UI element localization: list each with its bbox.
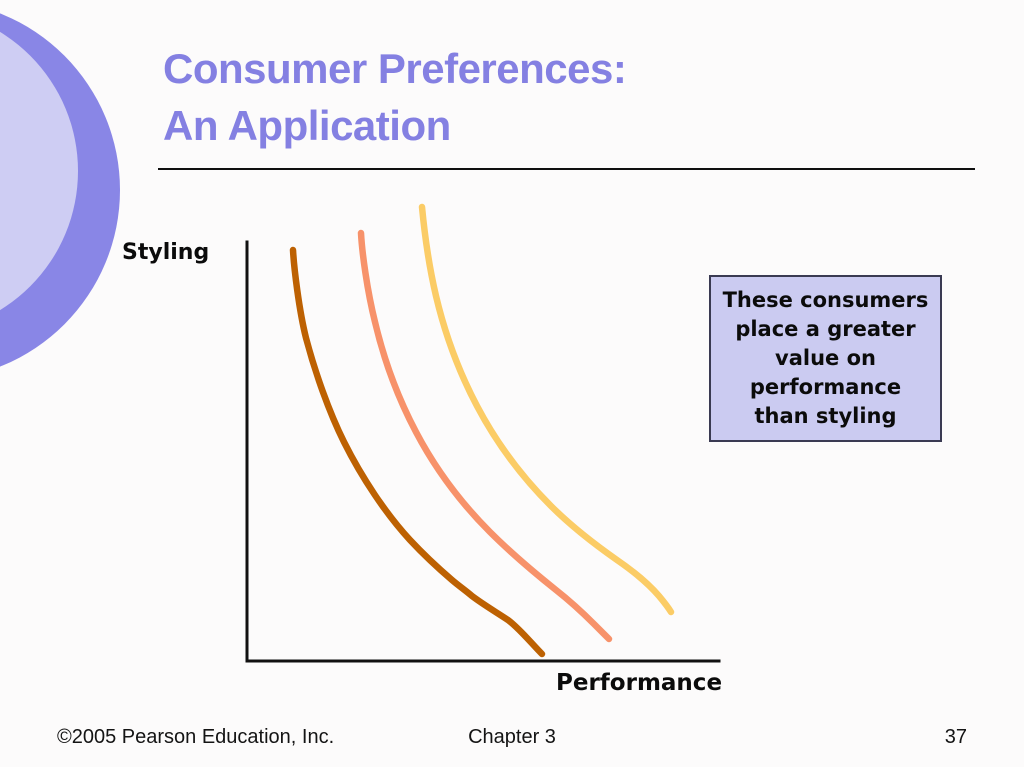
callout-line: than styling [754,404,897,428]
callout-line: value on [775,346,876,370]
callout-line: These consumers [722,288,929,312]
indifference-curve-1 [289,246,546,658]
footer-chapter: Chapter 3 [468,726,556,748]
footer-page-number: 37 [944,726,967,748]
indifference-curve-2 [357,229,613,643]
footer-copyright: ©2005 Pearson Education, Inc. [57,726,335,748]
slide-title: Consumer Preferences: An Application [163,40,993,154]
indifference-curve-3 [418,203,675,616]
title-underline [158,168,975,170]
chart-axes [245,240,721,663]
callout-box: These consumers place a greater value on… [709,275,942,442]
y-axis-label: Styling [122,240,210,265]
callout-line: place a greater [735,317,916,341]
x-axis-label: Performance [556,670,723,696]
slide-title-line-2: An Application [163,102,451,149]
callout-line: performance [749,375,902,399]
slide-title-line-1: Consumer Preferences: [163,45,627,92]
